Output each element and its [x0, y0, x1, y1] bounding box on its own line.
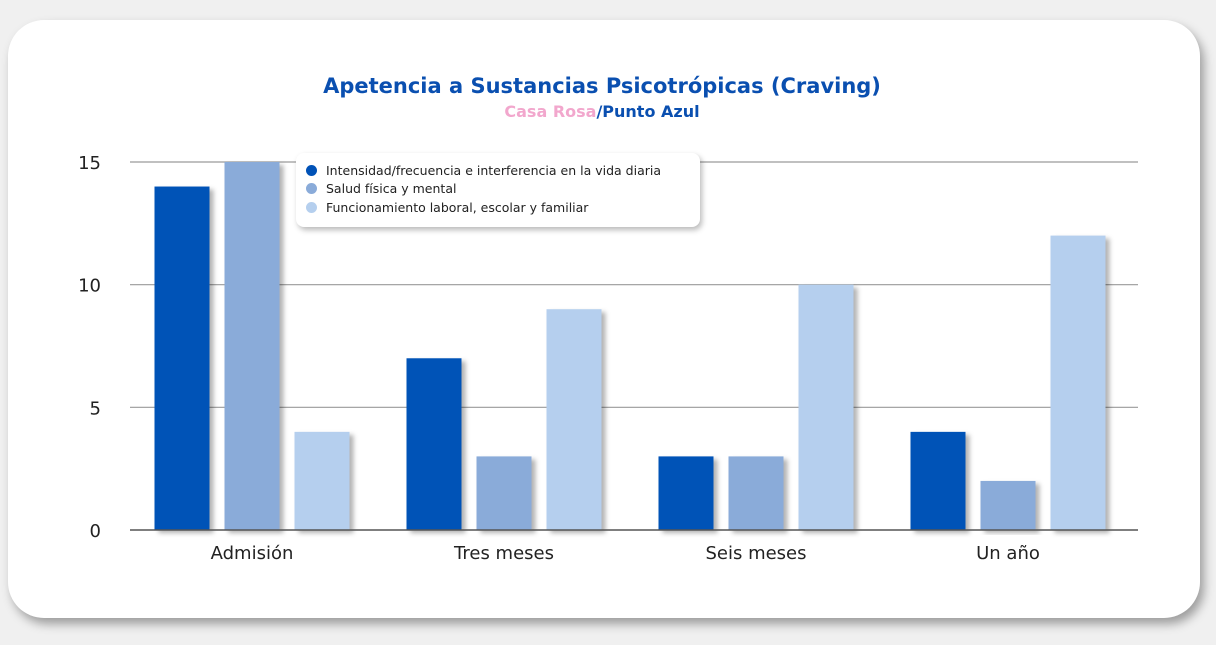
bar [154, 186, 210, 531]
legend-item: Intensidad/frecuencia e interferencia en… [306, 161, 700, 180]
bar [1050, 235, 1106, 530]
bar [476, 456, 532, 530]
bar [798, 284, 854, 530]
x-tick-label: Tres meses [453, 543, 554, 564]
x-tick-label: Un año [976, 543, 1040, 564]
legend-item: Salud física y mental [306, 180, 700, 199]
subtitle-separator: / [596, 102, 603, 121]
legend-swatch [306, 183, 317, 195]
legend-label: Intensidad/frecuencia e interferencia en… [326, 162, 661, 178]
subtitle-casa-rosa: Casa Rosa [504, 102, 597, 121]
y-tick-label: 10 [78, 276, 101, 297]
bar [910, 431, 966, 530]
legend-label: Funcionamiento laboral, escolar y famili… [326, 199, 589, 215]
bar [728, 456, 784, 530]
legend-swatch [306, 164, 317, 176]
bar [980, 480, 1036, 530]
bar [224, 162, 280, 530]
y-tick-label: 0 [90, 521, 101, 542]
y-tick-label: 15 [78, 153, 101, 174]
axes: 0 5 10 15 Admisión Tres meses Seis meses Un año [78, 153, 1138, 564]
subtitle-punto-azul: Punto Azul [602, 102, 700, 121]
bar [546, 309, 602, 530]
legend-item: Funcionamiento laboral, escolar y famili… [306, 198, 700, 217]
bar [294, 431, 350, 530]
legend-swatch [306, 201, 317, 213]
chart-subtitle: Casa Rosa/Punto Azul [0, 102, 1204, 121]
legend-label: Salud física y mental [326, 181, 457, 197]
x-tick-label: Seis meses [705, 543, 806, 564]
legend: Intensidad/frecuencia e interferencia en… [296, 153, 700, 227]
y-tick-label: 5 [90, 398, 101, 419]
x-tick-label: Admisión [211, 543, 294, 564]
bar [658, 456, 714, 530]
bars [154, 162, 1106, 531]
bar [406, 358, 462, 530]
chart-title: Apetencia a Sustancias Psicotrópicas (Cr… [323, 74, 881, 98]
